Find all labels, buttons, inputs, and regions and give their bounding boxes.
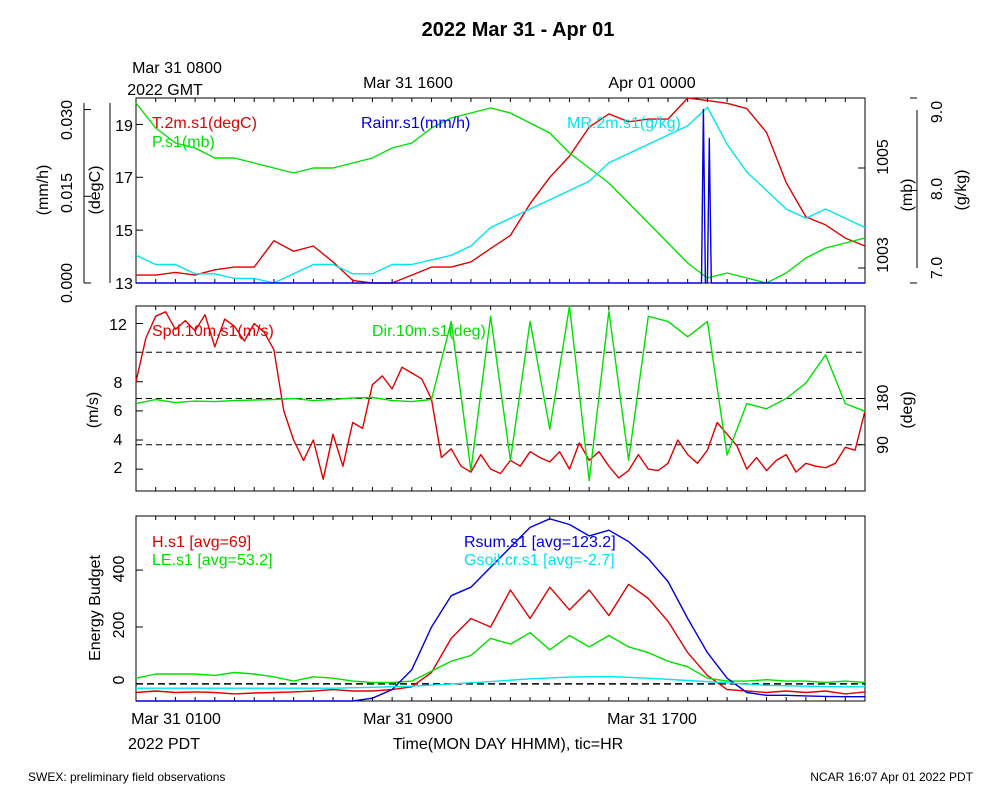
footer-left: SWEX: preliminary field observations [28,770,225,784]
legend-wind-speed: Spd.10m.s1(m/s) [152,323,274,340]
gmt-tick-label-3: Apr 01 0000 [608,75,695,92]
series-pressure-line [135,102,866,284]
gmt-tick-label-2: Mar 31 1600 [363,75,453,92]
series-radiation-sum-line [136,518,865,702]
series-temperature-line [136,97,866,284]
panel-middle-series [135,305,866,491]
rain-tick-0: 0.000 [59,263,76,303]
x-axis-label: Time(MON DAY HHMM), tic=HR [393,736,623,753]
series-wind-speed-line [135,311,866,480]
series-rain-line [136,108,865,284]
series-mixing-ratio-line [135,106,866,284]
legend-soil-heat: Gsoil.cr.s1 [avg=-2.7] [464,552,615,569]
legend-temperature: T.2m.s1(degC) [152,115,257,132]
speed-tick-6: 6 [114,403,123,420]
panel-bottom-frame [135,515,866,702]
energy-tick-200: 200 [111,612,128,639]
series-soil-heat-line [136,675,865,689]
panel-top-series [84,97,917,284]
temp-tick-17: 17 [115,170,133,187]
pdt-tick-label-3: Mar 31 1700 [607,711,697,728]
rain-tick-2: 0.030 [59,100,76,140]
speed-tick-12: 12 [109,317,127,334]
footer-right: NCAR 16:07 Apr 01 2022 PDT [810,770,973,784]
temp-tick-19: 19 [115,118,133,135]
dir-tick-90: 90 [875,436,892,454]
energy-axis-label: Energy Budget [87,555,104,661]
legend-sensible-heat: H.s1 [avg=69] [152,534,251,551]
pressure-axis-label: (mb) [899,179,916,212]
dir-axis-label: (deg) [899,391,916,428]
rain-axis-label: (mm/h) [35,165,52,216]
legend-mixing-ratio: MR.2m.s1(g/kg) [567,115,681,132]
legend-latent-heat: LE.s1 [avg=53.2] [152,552,273,569]
energy-tick-400: 400 [111,556,128,583]
dir-tick-180: 180 [875,385,892,412]
mixing-tick-70: 7.0 [929,257,946,279]
legend-pressure: P.s1(mb) [152,134,215,151]
legend-rain: Rainr.s1(mm/h) [361,115,470,132]
pressure-tick-1005: 1005 [875,139,892,175]
mixing-axis-label: (g/kg) [953,170,970,211]
legend-radiation-sum: Rsum.s1 [avg=123.2] [464,534,616,551]
pdt-tick-label-1b: 2022 PDT [128,736,200,753]
panel-bottom-series [135,516,866,702]
mixing-tick-90: 9.0 [929,101,946,123]
gmt-tick-label-1b: 2022 GMT [127,82,203,99]
chart-title: 2022 Mar 31 - Apr 01 [422,19,615,41]
legend-wind-direction: Dir.10m.s1(deg) [372,323,486,340]
temp-tick-15: 15 [115,223,133,240]
series-latent-heat-line [135,632,866,684]
series-wind-direction-line [135,305,866,482]
temp-tick-13: 13 [115,276,133,293]
speed-axis-label: (m/s) [85,392,102,428]
temp-axis-label: (degC) [87,166,104,215]
mixing-tick-80: 8.0 [929,178,946,200]
gmt-tick-label-1a: Mar 31 0800 [132,60,222,77]
pdt-tick-label-2: Mar 31 0900 [363,711,453,728]
speed-tick-4: 4 [114,432,123,449]
pdt-tick-label-1a: Mar 31 0100 [131,711,221,728]
speed-tick-2: 2 [114,460,123,477]
speed-tick-8: 8 [114,375,123,392]
energy-tick-0: 0 [111,675,128,684]
pressure-tick-1003: 1003 [875,237,892,273]
rain-tick-1: 0.015 [59,173,76,213]
